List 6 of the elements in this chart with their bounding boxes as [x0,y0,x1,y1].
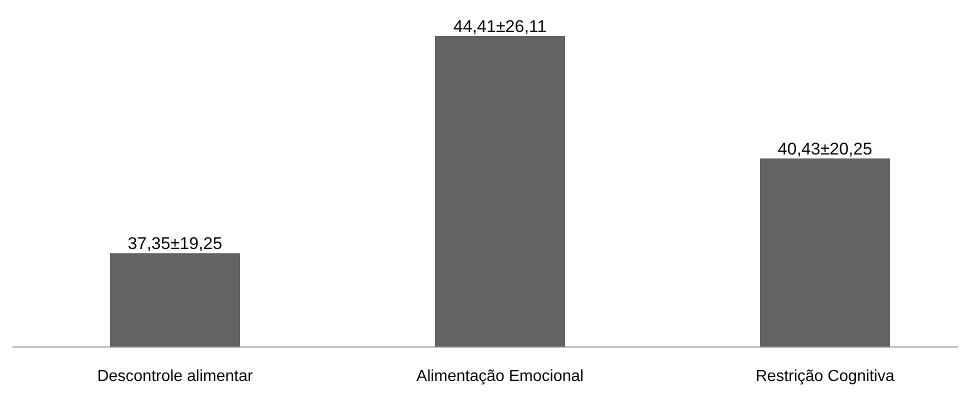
data-label: 44,41±26,11 [453,17,547,36]
x-tick-label: Alimentação Emocional [416,368,584,385]
data-label: 37,35±19,25 [128,234,222,254]
x-tick-label: Descontrole alimentar [97,368,254,385]
x-tick-label: Restrição Cognitiva [756,368,894,385]
data-label: 40,43±20,25 [778,139,872,158]
